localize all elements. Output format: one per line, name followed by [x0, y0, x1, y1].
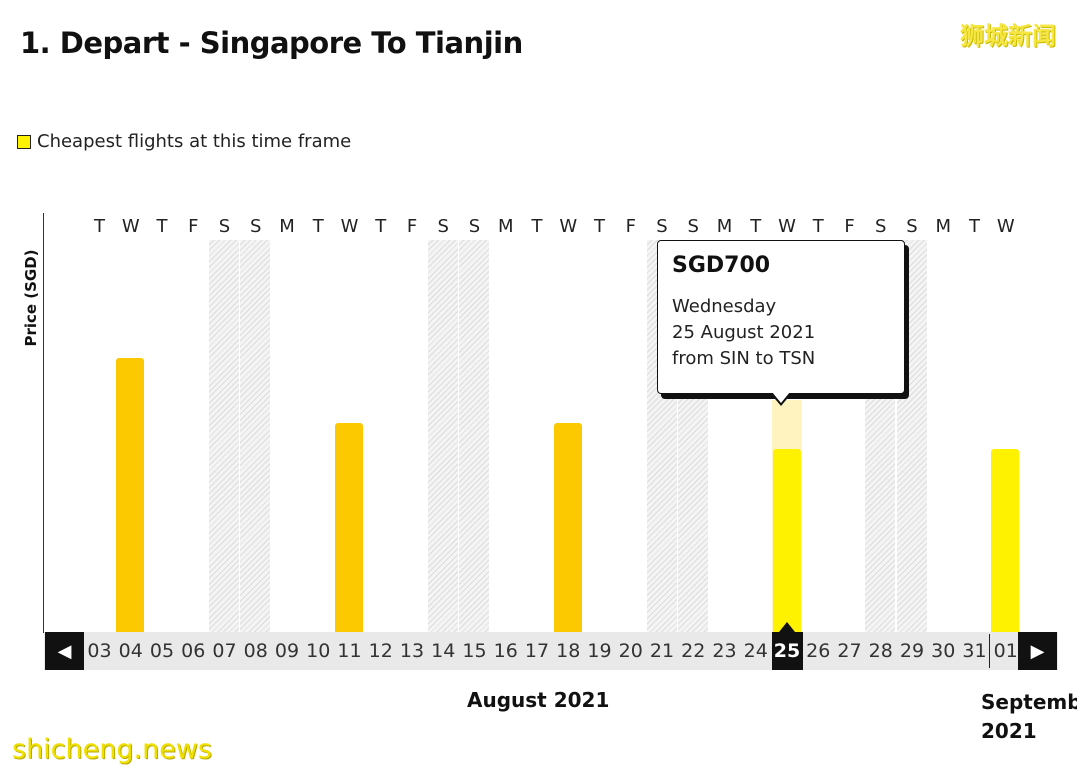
date-cell-25[interactable]: 25 [771, 632, 803, 670]
weekday-label: W [121, 216, 140, 237]
date-cell-12[interactable]: 12 [368, 640, 393, 662]
weekday-label: T [94, 216, 105, 237]
weekday-label: T [531, 216, 543, 237]
month-label-august: August 2021 [467, 688, 610, 712]
weekday-label: T [750, 216, 762, 237]
date-cell-24[interactable]: 24 [743, 640, 768, 662]
weekday-label: S [468, 216, 481, 237]
date-cell-07[interactable]: 07 [212, 640, 237, 662]
date-cell-21[interactable]: 21 [649, 640, 675, 662]
date-cell-13[interactable]: 13 [399, 640, 425, 662]
arrow-right-icon: ▶ [1030, 640, 1045, 661]
weekday-label: T [312, 216, 324, 237]
month-label-september: September 2021 [981, 690, 1077, 743]
price-bar-25[interactable] [772, 449, 801, 632]
date-cell-08[interactable]: 08 [243, 640, 268, 662]
weekday-label: T [594, 216, 605, 237]
legend: Cheapest flights at this time frame [17, 131, 351, 152]
price-bar-18[interactable] [553, 422, 582, 632]
date-cell-19[interactable]: 19 [587, 640, 612, 662]
weekday-label: M [935, 216, 952, 237]
legend-label: Cheapest flights at this time frame [37, 131, 352, 152]
date-cell-09[interactable]: 09 [274, 640, 300, 662]
date-strip [44, 632, 1058, 670]
tooltip-route: from SIN to TSN [672, 348, 816, 369]
weekday-label: S [906, 216, 918, 237]
date-cell-15[interactable]: 15 [462, 640, 487, 662]
date-cell-29[interactable]: 29 [899, 640, 925, 662]
price-bar-01[interactable] [991, 449, 1020, 632]
next-dates-button[interactable]: ▶ [1018, 632, 1057, 670]
date-cell-23[interactable]: 23 [712, 640, 737, 662]
weekday-label: S [875, 216, 887, 237]
weekday-label: F [844, 216, 855, 237]
date-cell-16[interactable]: 16 [493, 640, 518, 662]
weekday-label: S [687, 216, 699, 237]
date-cell-04[interactable]: 04 [118, 640, 143, 662]
prev-dates-button[interactable]: ◀ [45, 632, 84, 670]
date-cell-30[interactable]: 30 [931, 640, 956, 662]
weekend-column-07 [209, 240, 239, 632]
weekday-label: M [497, 216, 514, 237]
date-cell-06[interactable]: 06 [181, 640, 206, 662]
tooltip-date: 25 August 2021 [672, 322, 816, 343]
arrow-left-icon: ◀ [57, 640, 72, 661]
weekday-label: M [716, 216, 733, 237]
weekend-column-15 [459, 240, 489, 632]
price-bar-04[interactable] [116, 357, 145, 632]
y-axis-line [43, 213, 44, 633]
watermark-bottom: shicheng.news [12, 734, 212, 765]
weekend-column-14 [427, 240, 458, 632]
month-separator [989, 634, 991, 668]
weekday-label: F [625, 216, 636, 237]
weekday-label: T [156, 216, 168, 237]
date-cell-11[interactable]: 11 [337, 640, 362, 662]
weekday-label: W [996, 216, 1015, 237]
tooltip-weekday: Wednesday [672, 296, 777, 317]
weekend-column-08 [240, 240, 271, 632]
weekday-label: F [188, 216, 199, 237]
weekday-label: W [778, 216, 796, 237]
fare-tooltip: SGD700 Wednesday 25 August 2021 from SIN… [657, 240, 905, 394]
selected-date-marker [778, 622, 795, 632]
weekday-label: S [656, 216, 668, 237]
date-cell-22[interactable]: 22 [681, 640, 706, 662]
watermark-top: 狮城新闻 [960, 22, 1056, 50]
date-cell-27[interactable]: 27 [837, 640, 862, 662]
tooltip-pointer-fill [772, 392, 790, 403]
weekday-label: T [812, 216, 824, 237]
weekday-label: T [969, 216, 980, 237]
date-cell-20[interactable]: 20 [618, 640, 643, 662]
weekday-label: S [218, 216, 231, 237]
weekday-label: T [375, 216, 387, 237]
legend-swatch [17, 134, 31, 149]
weekday-label: W [340, 216, 359, 237]
weekday-label: M [279, 216, 295, 237]
date-cell-10[interactable]: 10 [306, 640, 331, 662]
date-cell-26[interactable]: 26 [806, 640, 831, 662]
date-cell-01[interactable]: 01 [993, 640, 1018, 662]
page-title: 1. Depart - Singapore To Tianjin [20, 26, 523, 60]
date-cell-14[interactable]: 14 [431, 640, 456, 662]
price-bar-11[interactable] [335, 422, 363, 632]
date-cell-17[interactable]: 17 [524, 640, 550, 662]
weekday-label: S [250, 216, 262, 237]
date-cell-28[interactable]: 28 [868, 640, 893, 662]
date-cell-03[interactable]: 03 [87, 640, 112, 662]
date-cell-31[interactable]: 31 [962, 640, 987, 662]
tooltip-price: SGD700 [672, 253, 771, 278]
weekday-label: W [559, 216, 578, 237]
weekday-label: S [437, 216, 449, 237]
weekday-label: F [406, 216, 418, 237]
date-cell-05[interactable]: 05 [149, 640, 175, 662]
date-cell-18[interactable]: 18 [556, 640, 581, 662]
